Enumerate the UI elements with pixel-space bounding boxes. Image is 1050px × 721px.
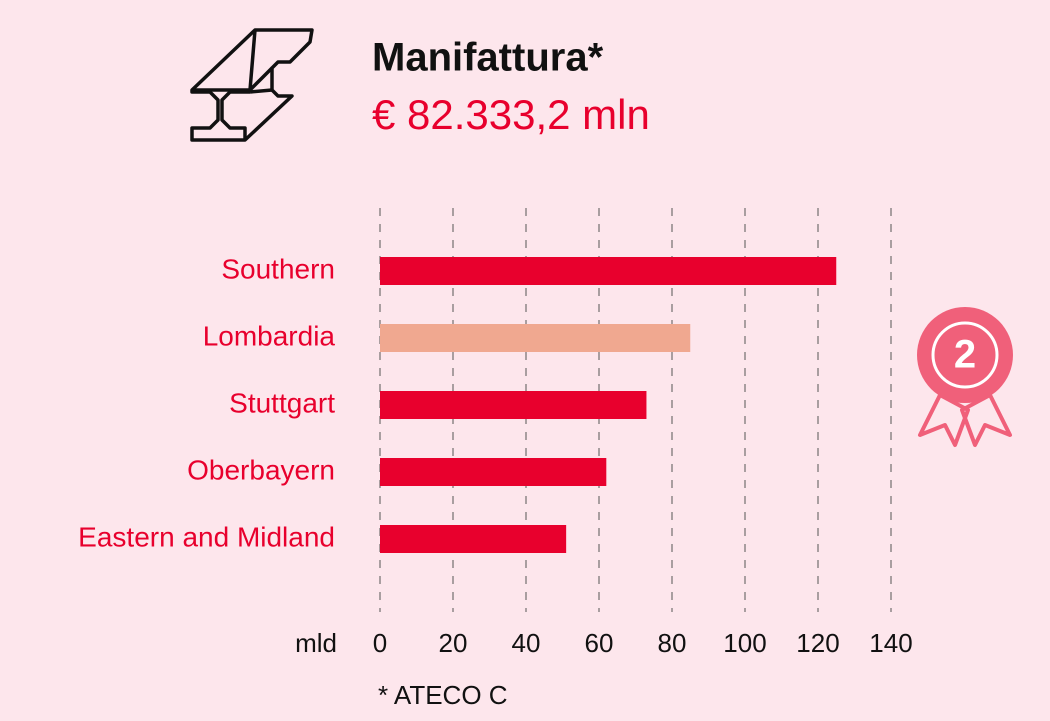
- rank-label: 2: [954, 333, 976, 377]
- title: Manifattura*: [372, 36, 604, 80]
- y-tick-label: Eastern and Midland: [78, 521, 335, 552]
- y-tick-label: Southern: [221, 253, 335, 284]
- rank-badge: 2: [917, 307, 1013, 447]
- footnote: * ATECO C: [378, 680, 508, 710]
- y-tick-label: Stuttgart: [229, 387, 335, 418]
- y-tick-label: Oberbayern: [187, 454, 335, 485]
- subtitle: € 82.333,2 mln: [372, 91, 650, 138]
- x-tick-label: 0: [373, 628, 387, 658]
- x-tick-label: 60: [585, 628, 614, 658]
- bar: [380, 458, 607, 486]
- x-tick-label: 140: [869, 628, 912, 658]
- x-tick-label: 20: [439, 628, 468, 658]
- bar: [380, 391, 647, 419]
- x-tick-label: 40: [512, 628, 541, 658]
- bar: [380, 324, 691, 352]
- beam-icon: [190, 28, 314, 142]
- x-tick-label: 80: [658, 628, 687, 658]
- bar: [380, 257, 837, 285]
- x-axis-label: mld: [295, 628, 337, 658]
- y-tick-label: Lombardia: [203, 320, 336, 351]
- bar: [380, 525, 567, 553]
- x-tick-label: 120: [796, 628, 839, 658]
- x-tick-label: 100: [723, 628, 766, 658]
